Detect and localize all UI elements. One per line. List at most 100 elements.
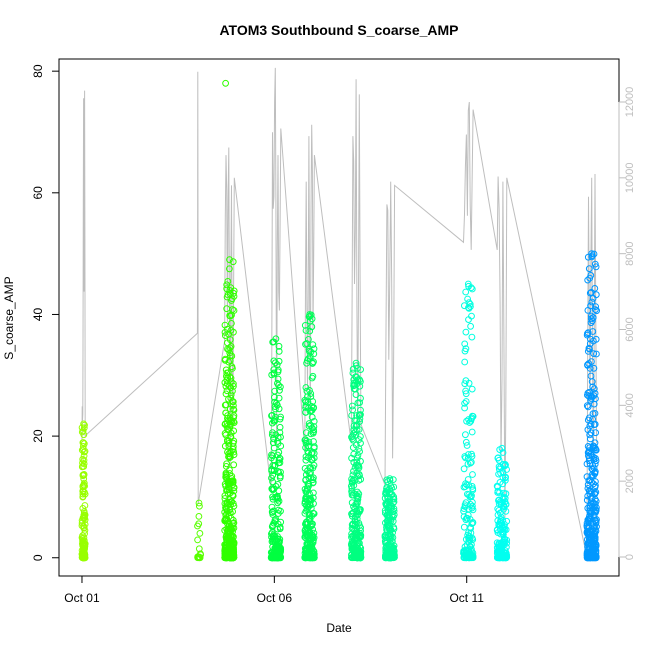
data-point [277,413,285,421]
data-point [464,280,472,288]
data-point [348,491,356,499]
data-point [460,547,468,555]
data-point [382,539,390,547]
data-point [357,406,364,414]
data-point [463,442,471,449]
data-point [270,444,278,452]
data-point [502,552,510,560]
data-point [308,449,316,457]
data-point [353,373,361,381]
data-point [390,483,398,491]
data-point [354,451,362,459]
data-point [221,401,229,409]
data-point [502,501,510,509]
data-point [348,542,356,550]
data-point [227,374,235,382]
data-point [584,416,592,424]
data-point [585,448,592,456]
data-point [226,265,233,273]
data-point [354,454,361,462]
data-point [588,298,596,306]
data-point [275,342,283,350]
data-point [269,495,277,503]
data-point [81,549,88,557]
data-point [310,547,317,555]
data-point [584,253,592,261]
data-point [229,479,237,486]
data-point [223,285,231,293]
data-point [304,486,311,494]
point-cluster [493,444,511,562]
data-point [228,418,236,426]
data-point [225,450,233,458]
data-point [223,550,230,557]
data-point [310,534,318,542]
data-point [349,444,357,452]
data-point [466,419,474,426]
data-point [468,312,475,320]
data-point [466,542,474,550]
data-point [305,438,313,446]
data-point [357,366,365,374]
data-point [384,494,392,502]
data-point [270,519,278,527]
data-point [465,299,473,307]
data-point [230,461,238,469]
data-point [591,503,598,511]
data-point [460,523,468,531]
data-point [223,536,230,543]
data-point [349,432,356,440]
data-point [592,303,599,311]
data-point [500,493,508,501]
data-point [584,481,592,489]
data-point [221,495,229,502]
data-point [302,429,310,437]
data-point [502,474,509,482]
data-point [352,359,360,367]
data-point [592,518,600,526]
data-point [348,554,356,562]
data-point [461,400,469,407]
data-point [589,444,597,451]
data-point [277,442,285,450]
data-point [586,289,594,297]
data-point [78,424,86,432]
data-point [462,398,470,405]
data-point [465,379,473,387]
data-point [308,449,315,457]
data-point [80,554,88,561]
data-point [585,487,593,495]
data-point [79,427,87,435]
data-point [348,478,356,486]
point-cluster [583,250,600,562]
data-point [386,485,394,493]
data-point [469,506,477,514]
data-point [80,424,88,432]
data-point [352,512,359,520]
data-point [309,429,317,437]
y2-tick-label: 2000 [624,469,636,493]
data-point [269,478,277,486]
data-point [226,454,234,462]
data-point [276,474,284,482]
data-point [273,401,281,409]
data-point [390,505,398,513]
scatter-points [78,79,600,562]
data-point [306,495,314,502]
data-point [500,502,508,510]
data-point [272,359,279,367]
y2-tick-label: 6000 [624,317,636,341]
data-point [385,552,393,560]
data-point [230,293,238,300]
data-point [195,513,203,520]
data-point [79,455,87,463]
data-point [462,431,469,439]
data-point [229,258,237,266]
data-point [307,501,314,509]
data-point [498,542,506,550]
data-point [592,478,599,486]
data-point [383,526,391,534]
data-point [591,508,599,516]
data-point [355,436,363,444]
data-point [81,542,89,550]
